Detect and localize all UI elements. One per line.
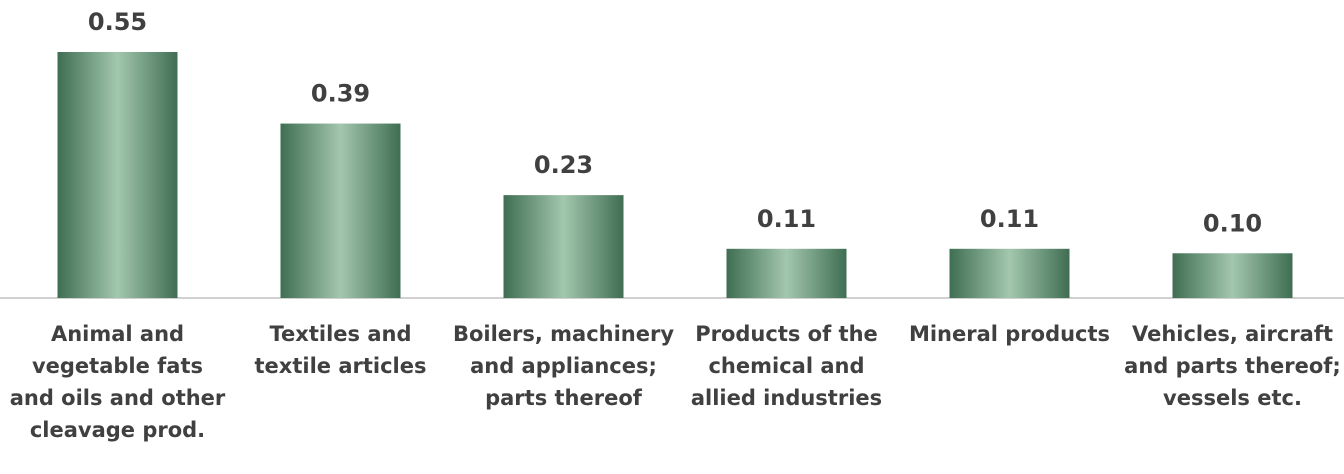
category-label: Textiles and textile articles (254, 322, 427, 378)
bar (57, 52, 178, 298)
value-label: 0.23 (534, 151, 593, 179)
category-label: Boilers, machinery and appliances; parts… (452, 322, 675, 410)
bar (726, 248, 847, 298)
value-label: 0.55 (88, 8, 147, 36)
category-label: Products of the chemical and allied indu… (690, 322, 883, 410)
value-label: 0.11 (980, 205, 1039, 233)
bar (280, 123, 401, 299)
bar (503, 195, 624, 298)
value-label: 0.10 (1203, 209, 1262, 237)
value-label: 0.11 (757, 205, 816, 233)
category-label: Vehicles, aircraft and parts thereof; ve… (1124, 322, 1341, 410)
category-label: Mineral products (908, 322, 1111, 346)
bar (1172, 253, 1293, 298)
category-label: Animal and vegetable fats and oils and o… (9, 322, 226, 442)
value-label: 0.39 (311, 80, 370, 108)
bar (949, 248, 1070, 298)
